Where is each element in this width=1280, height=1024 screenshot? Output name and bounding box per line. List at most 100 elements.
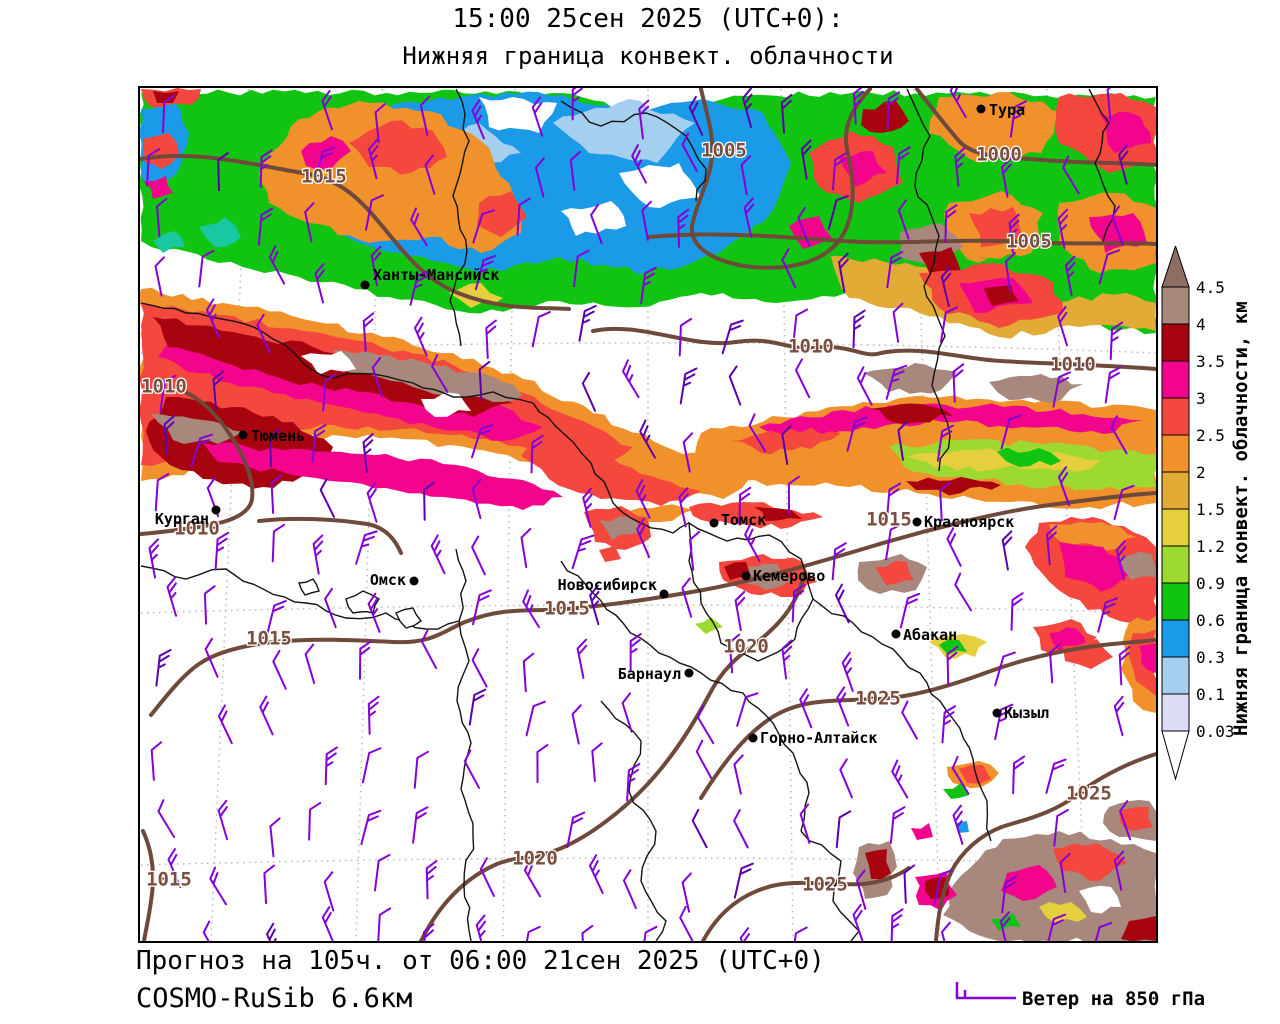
wind-barb-icon <box>897 420 909 461</box>
wind-barb-icon <box>571 534 595 570</box>
wind-barb-icon <box>314 263 325 304</box>
colorbar-tick-label: 1.2 <box>1196 537 1225 556</box>
wind-barb-icon <box>681 577 693 618</box>
city-label: Тюмень <box>251 427 305 445</box>
wind-barb-icon <box>635 479 651 519</box>
wind-barb-icon <box>485 319 497 359</box>
wind-barb-icon <box>269 817 281 858</box>
wind-barb-icon <box>1058 466 1071 507</box>
wind-barb-icon <box>781 639 793 680</box>
wind-barb-icon <box>157 799 176 839</box>
colorbar-tick-label: 1.5 <box>1196 500 1225 519</box>
wind-barb-icon <box>478 360 491 401</box>
wind-barb-icon <box>424 154 436 195</box>
wind-barb-icon <box>523 858 542 898</box>
wind-barb-icon <box>681 132 698 173</box>
wind-barb-icon <box>895 146 911 185</box>
wind-barb-icon <box>522 925 541 941</box>
wind-barb-icon <box>413 750 429 789</box>
wind-barb-icon <box>1057 305 1068 347</box>
wind-barb-icon <box>682 432 694 473</box>
wind-barb-icon <box>470 423 494 459</box>
wind-barb-icon <box>940 266 952 307</box>
wind-barb-icon <box>148 538 160 579</box>
wind-barb-icon <box>889 806 906 845</box>
wind-barb-icon <box>885 482 902 521</box>
wind-barb-icon <box>472 209 496 244</box>
wind-barb-icon <box>901 700 918 740</box>
wind-barb-icon <box>161 94 176 133</box>
colorbar-cell <box>1161 582 1190 621</box>
wind-barb-icon <box>370 245 382 287</box>
colorbar-cell <box>1161 434 1190 473</box>
wind-barb-icon <box>954 147 966 188</box>
wind-barb-icon <box>156 197 168 238</box>
wind-barb-icon <box>410 207 428 247</box>
wind-barb-icon <box>154 256 165 297</box>
isobar-label: 1015 <box>246 628 292 650</box>
wind-barb-icon <box>852 309 866 349</box>
wind-barb-icon <box>852 903 865 941</box>
wind-barb-icon <box>954 572 973 612</box>
colorbar-cell <box>1161 397 1190 436</box>
wind-barb-icon <box>994 651 1016 687</box>
wind-barb-icon <box>623 869 637 910</box>
colorbar-cell <box>1161 619 1190 658</box>
wind-barb-icon <box>939 306 958 344</box>
wind-barb-icon <box>939 482 951 522</box>
footer-forecast-text: Прогноз на 105ч. от 06:00 21сен 2025 (UT… <box>136 946 825 976</box>
wind-barb-icon <box>581 371 597 412</box>
wind-barb-icon <box>214 531 230 571</box>
map-title-parameter: Нижняя граница конвект. облачности <box>402 42 894 70</box>
city-dot <box>891 629 901 639</box>
wind-barb-icon <box>272 649 287 690</box>
wind-barb-icon <box>748 413 767 453</box>
wind-barb-icon <box>640 925 658 941</box>
wind-barb-icon <box>781 424 793 465</box>
city-dot <box>659 589 669 599</box>
wind-barb-icon <box>999 911 1011 941</box>
wind-barb-icon <box>831 152 847 191</box>
colorbar-tick-label: 3.5 <box>1196 352 1225 371</box>
wind-barb-icon <box>885 364 908 400</box>
wind-barb-icon <box>323 871 335 912</box>
isobar-label: 1015 <box>146 869 192 891</box>
city-label: Кызыл <box>1004 704 1049 722</box>
wind-barb-icon <box>367 592 381 633</box>
city-dot <box>992 708 1002 718</box>
wind-barb-icon <box>1110 415 1128 455</box>
colorbar-axis-label: Нижняя граница конвект. облачности, км <box>1230 301 1252 736</box>
wind-barb-icon <box>259 149 273 188</box>
wind-barb-icon <box>589 584 600 626</box>
colorbar-tick-label: 0.1 <box>1196 685 1225 704</box>
wind-barb-icon <box>471 535 486 576</box>
map-canvas-frame: 1015 1005 1000 1005 1010 1010 1010 1010 1015 1015… <box>138 86 1158 943</box>
wind-barb-icon <box>368 138 379 180</box>
wind-barb-icon <box>531 311 551 348</box>
isobar-label: 1015 <box>866 509 912 531</box>
wind-barb-icon <box>166 576 178 617</box>
wind-barb-icon <box>471 478 482 519</box>
wind-barb-icon <box>534 157 545 198</box>
wind-barb-icon <box>836 686 850 727</box>
wind-barb-icon <box>578 304 597 342</box>
wind-barb-icon <box>1000 414 1022 450</box>
city-label: Кемерово <box>753 567 825 585</box>
wind-barb-icon <box>581 924 594 941</box>
isobars <box>140 88 1156 941</box>
wind-barb-icon <box>1005 252 1016 293</box>
city-label: Барнаул <box>618 665 681 683</box>
wind-barb-icon <box>198 249 215 288</box>
wind-barb-icon <box>728 633 741 674</box>
wind-barb-icon <box>266 600 287 636</box>
wind-barb-icon <box>269 428 281 468</box>
wind-barb-icon <box>377 907 392 941</box>
wind-barb-icon <box>897 199 910 240</box>
colorbar-cell <box>1161 286 1190 325</box>
wind-barb-icon <box>1113 850 1125 891</box>
wind-barb-icon <box>358 640 372 680</box>
wind-barb-icon <box>256 313 271 354</box>
wind-barb-icon <box>734 590 746 632</box>
wind-barb-icon <box>739 927 751 941</box>
city-dot <box>238 430 248 440</box>
